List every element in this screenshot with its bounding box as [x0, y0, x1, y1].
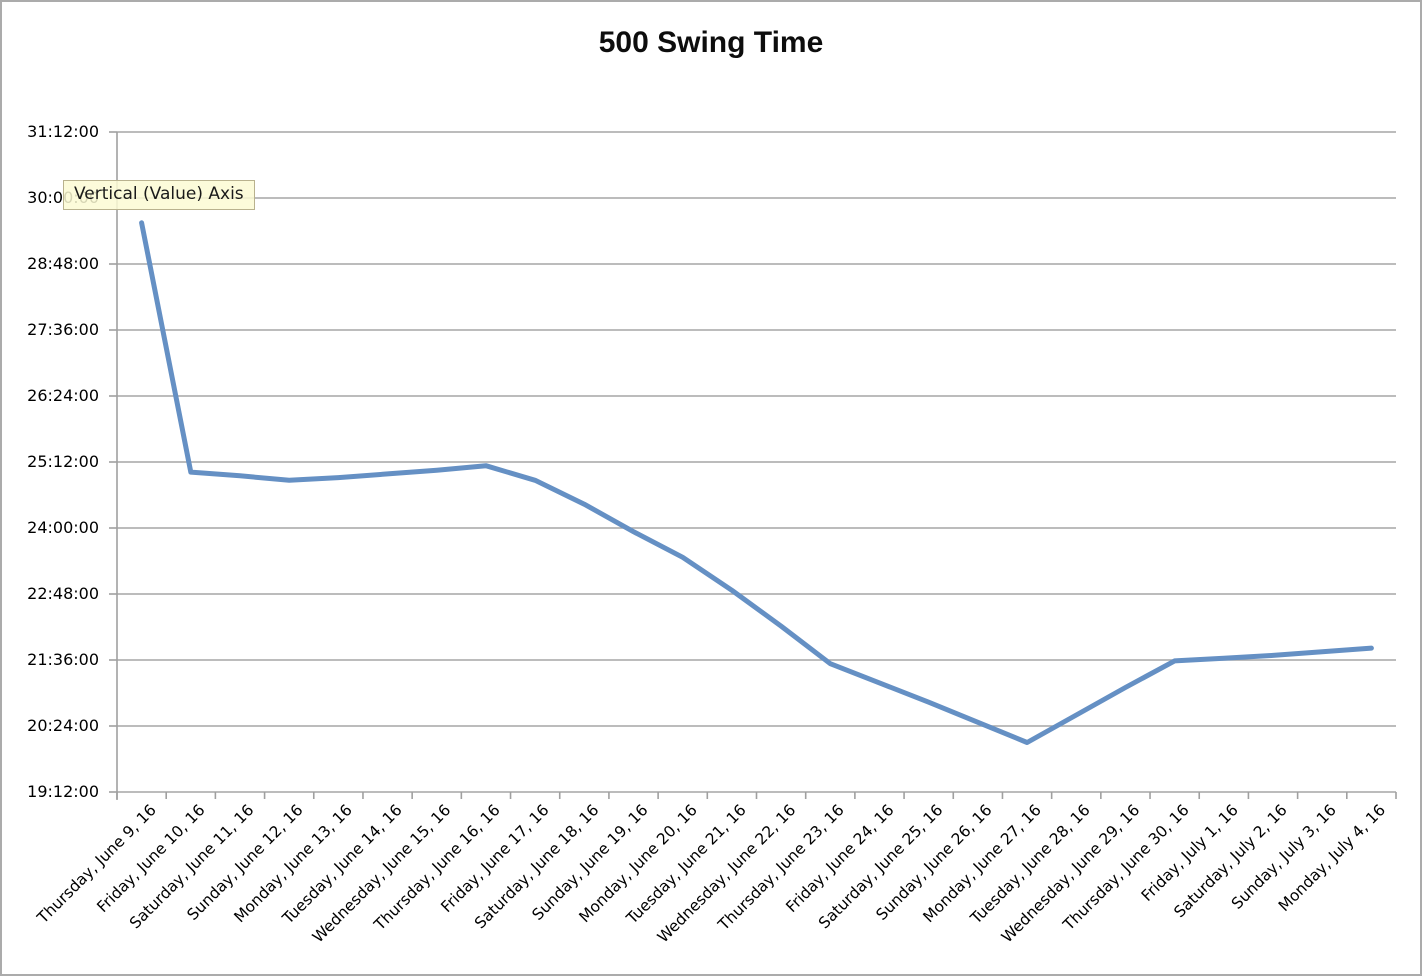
- chart-title: 500 Swing Time: [598, 26, 824, 59]
- value-axis-tick-label[interactable]: 22:48:00: [27, 584, 99, 603]
- category-axis[interactable]: [116, 132, 1397, 800]
- value-axis-tick-label[interactable]: 31:12:00: [27, 122, 99, 141]
- value-axis-tick-label[interactable]: 28:48:00: [27, 254, 99, 273]
- gridlines: [109, 131, 1396, 793]
- value-axis-tick-label[interactable]: 19:12:00: [27, 782, 99, 801]
- value-axis-tick-label[interactable]: 21:36:00: [27, 650, 99, 669]
- value-axis-tick-label[interactable]: 25:12:00: [27, 452, 99, 471]
- axis-tooltip: Vertical (Value) Axis: [63, 180, 255, 210]
- value-axis-tick-label[interactable]: 24:00:00: [27, 518, 99, 537]
- value-axis-tick-label[interactable]: 20:24:00: [27, 716, 99, 735]
- value-axis-tick-label[interactable]: 27:36:00: [27, 320, 99, 339]
- value-axis-tick-label[interactable]: 26:24:00: [27, 386, 99, 405]
- series-line[interactable]: [139, 220, 1374, 745]
